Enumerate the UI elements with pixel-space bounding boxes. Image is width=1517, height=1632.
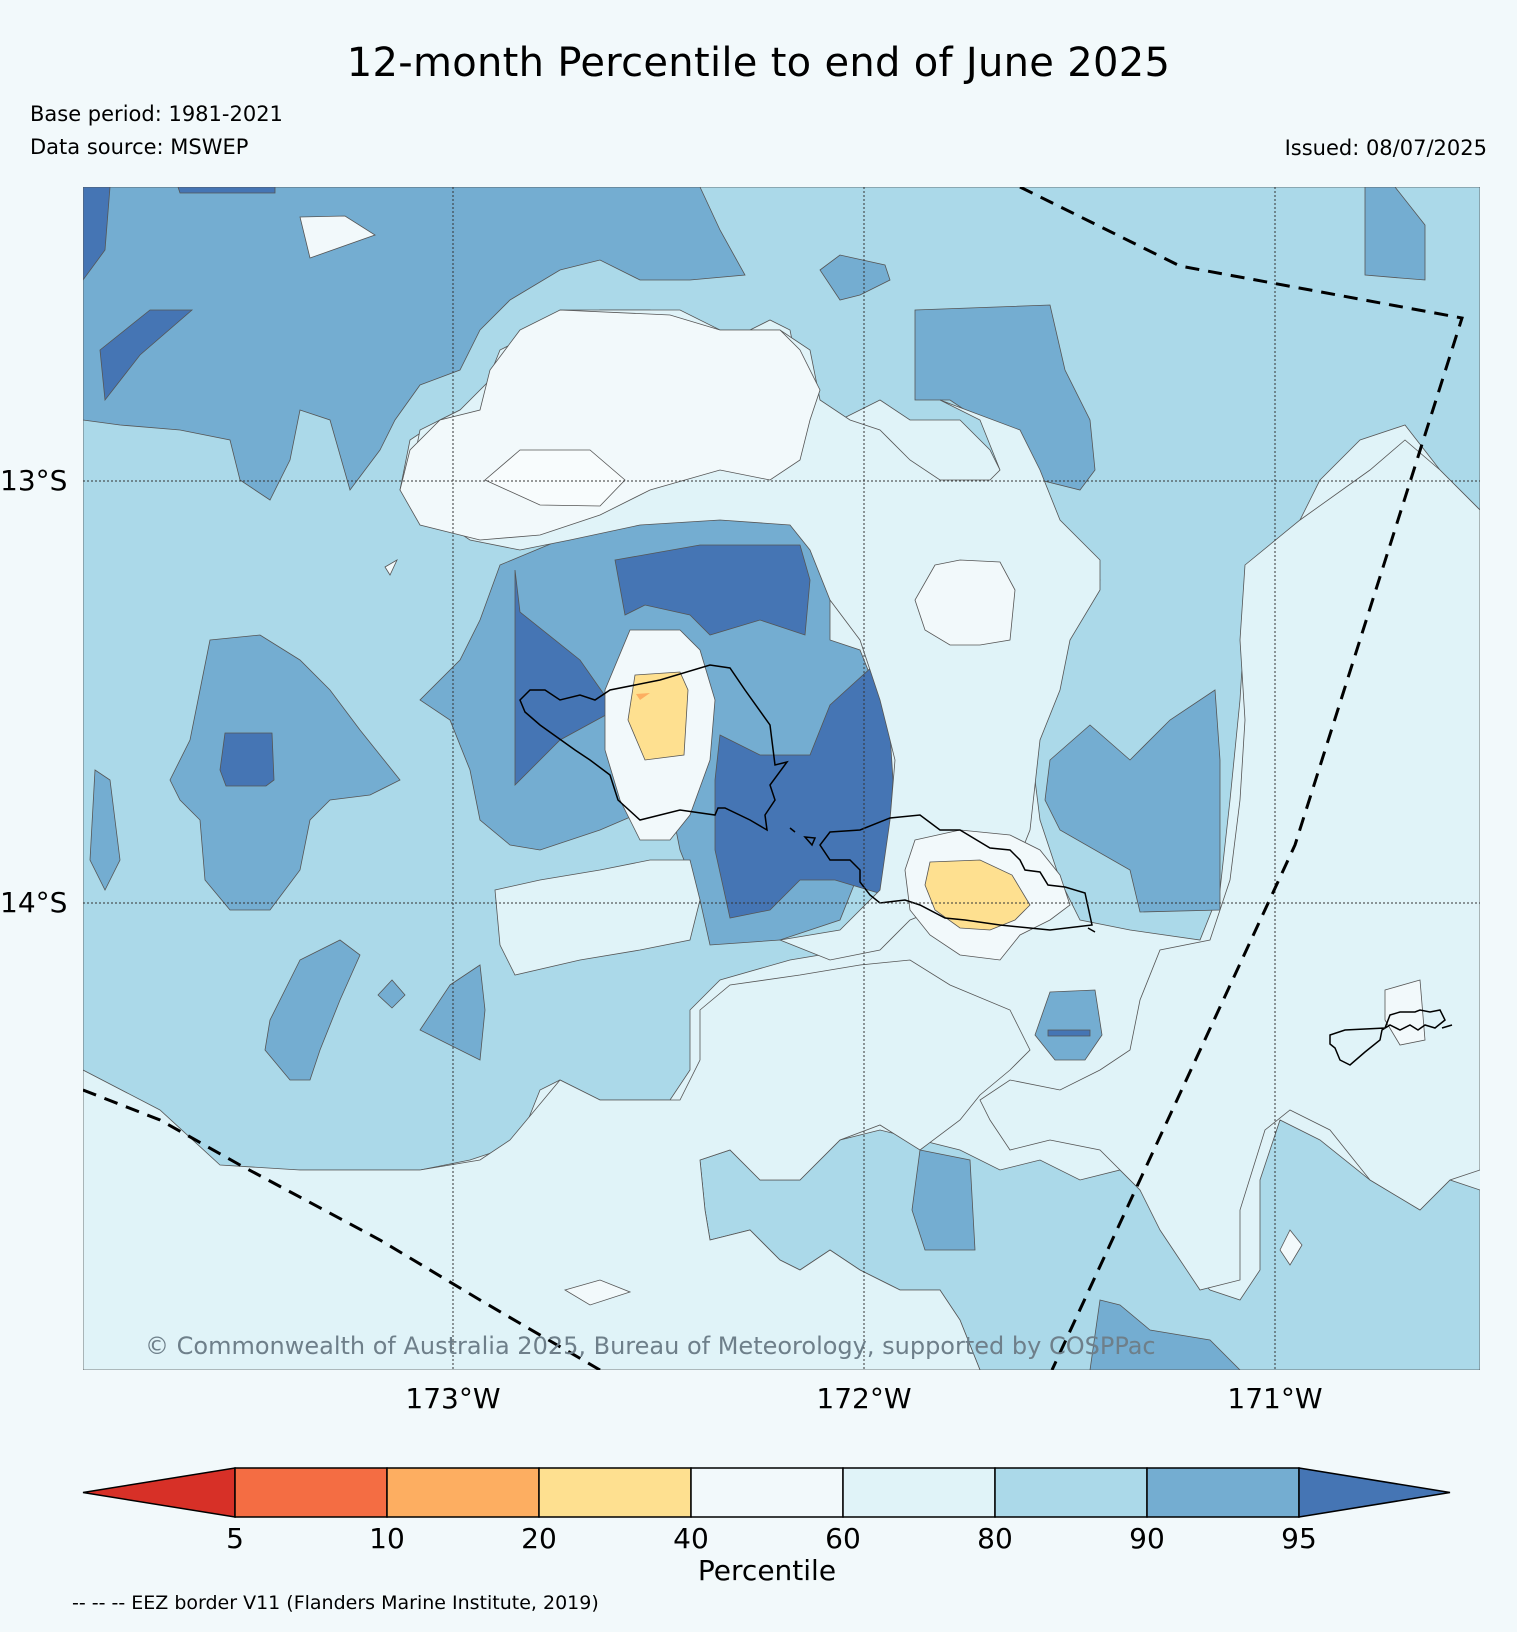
colorbar-segment-90-95: [1146, 1467, 1300, 1518]
map-title: 12-month Percentile to end of June 2025: [346, 40, 1171, 86]
colorbar: [82, 1467, 1451, 1518]
colorbar-segment-20-40: [538, 1467, 692, 1518]
eez-note: -- -- -- EEZ border V11 (Flanders Marine…: [72, 1592, 599, 1614]
colorbar-tick-95: 95: [1281, 1522, 1317, 1555]
contour-90-95-west: [169, 634, 401, 911]
colorbar-tick-90: 90: [1129, 1522, 1165, 1555]
island-manono-outline: [803, 836, 817, 847]
colorbar-tick-5: 5: [226, 1522, 244, 1555]
colorbar-segment-above-95: [1298, 1467, 1451, 1518]
colorbar-tick-60: 60: [825, 1522, 861, 1555]
contour-60-80-sw: [83, 959, 1031, 1370]
contour-40-60-inner: [484, 449, 626, 507]
contour-90-95-sm: [377, 979, 406, 1009]
contour-90-95-sw: [264, 939, 361, 1081]
colorbar-segment-below-5: [82, 1467, 236, 1518]
contour-95-lagoon-line: [1047, 1029, 1091, 1037]
copyright-notice: © Commonwealth of Australia 2025, Bureau…: [145, 1332, 1156, 1360]
eez-border-south: [83, 1088, 601, 1370]
contour-90-95-east: [1044, 689, 1221, 913]
lat-label-13s: 13°S: [0, 464, 67, 497]
contour-60-80-low: [494, 859, 701, 976]
colorbar-tick-40: 40: [673, 1522, 709, 1555]
contour-90-95-nw: [83, 187, 746, 501]
eez-border-north: [1019, 187, 1464, 1370]
contour-40-60-bottom: [564, 1279, 632, 1306]
contour-90-95-sw-edge: [89, 769, 121, 891]
contour-90-95-lagoon: [1034, 989, 1103, 1061]
contour-40-60-mid: [384, 559, 398, 576]
contour-95-w: [219, 732, 275, 787]
island-tutuila-outline: [1329, 1009, 1446, 1066]
contour-95-c2: [714, 654, 894, 919]
colorbar-segment-80-90: [994, 1467, 1148, 1518]
contour-90-95-blob: [819, 254, 891, 301]
contour-95-c1: [514, 569, 616, 786]
island-upolu-outline: [519, 664, 789, 832]
contour-90-95-bottom: [1089, 1299, 1241, 1370]
colorbar-ticks: 5 10 20 40 60 80 90 95: [226, 1522, 1317, 1555]
contour-95-nw-blob: [99, 309, 194, 402]
issued-date: Issued: 08/07/2025: [1284, 136, 1487, 160]
contour-90-95-ne2: [1364, 187, 1426, 281]
colorbar-segment-5-10: [234, 1467, 388, 1518]
colorbar-segment-40-60: [690, 1467, 844, 1518]
colorbar-segment-60-80: [842, 1467, 996, 1518]
map-panel: © Commonwealth of Australia 2025, Bureau…: [83, 187, 1480, 1370]
contour-95-nw-strip: [177, 187, 276, 194]
contour-90-95-south-blob: [911, 1149, 976, 1251]
base-period: Base period: 1981-2021: [30, 102, 283, 126]
lon-label-171w: 171°W: [1227, 1382, 1322, 1415]
contour-10-20-patch: [636, 693, 650, 700]
contour-40-60-se: [1279, 1229, 1303, 1266]
data-source: Data source: MSWEP: [30, 135, 249, 159]
island-savaii-tail: [1087, 927, 1096, 933]
colorbar-segment-10-20: [386, 1467, 540, 1518]
lon-label-173w: 173°W: [405, 1382, 500, 1415]
lon-label-172w: 172°W: [816, 1382, 911, 1415]
island-savaii-outline: [819, 814, 1093, 931]
colorbar-tick-20: 20: [521, 1522, 557, 1555]
contour-90-95-ne: [914, 304, 1096, 491]
island-tutuila-tail: [1441, 1024, 1453, 1029]
colorbar-tick-10: 10: [369, 1522, 405, 1555]
contour-95-nw-corner: [83, 187, 111, 281]
contour-95-n: [614, 544, 811, 636]
colorbar-tick-80: 80: [977, 1522, 1013, 1555]
contour-40-60-nw2: [299, 215, 376, 259]
colorbar-title: Percentile: [698, 1554, 836, 1587]
island-upolu-tail: [789, 827, 796, 833]
contour-40-60-east: [914, 559, 1016, 646]
lat-label-14s: 14°S: [0, 886, 67, 919]
